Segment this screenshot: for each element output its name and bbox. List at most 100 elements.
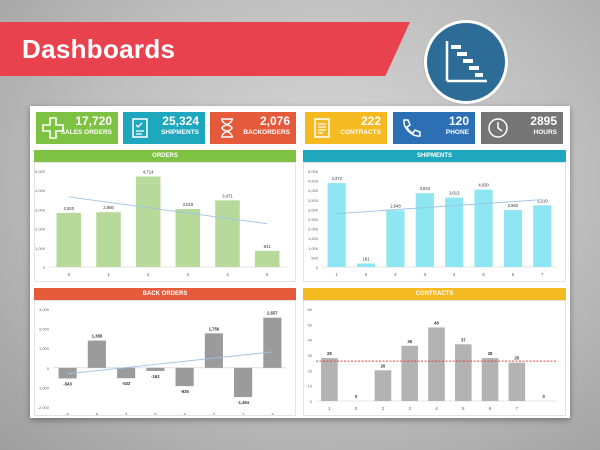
data-label: 4,714 [143,169,154,174]
data-label: 4,372 [331,176,342,181]
y-tick-label: 3,000 [39,307,50,312]
category-label: 3 [125,412,128,415]
bar [503,210,523,267]
bar [234,367,253,398]
category-label: 5 [154,412,157,415]
data-label: -543 [63,381,72,386]
phone-icon [397,115,423,141]
data-label: 2,962 [508,203,519,208]
category-label: 0 [355,406,358,411]
bar [386,210,405,267]
kpi-value: 17,720 [75,114,112,128]
data-label: 2,856 [103,205,114,210]
y-tick-label: 3,000 [35,207,46,212]
category-label: 2 [213,412,216,415]
category-label: 1 [242,412,245,415]
category-label: 3 [424,272,427,277]
data-label: 0 [542,394,545,399]
shipments-chart: 0 500 1,000 1,500 2,000 2,500 3,000 3,500 4,000 4… [308,169,557,277]
bar [56,212,82,267]
category-label: 3 [187,272,190,277]
category-label: 0 [68,272,71,277]
category-label: 2 [382,406,385,411]
kpi-sales-orders: 17,720 SALES ORDERS [36,112,118,144]
category-label: 4 [183,412,186,415]
category-label: 2 [394,272,397,277]
back-orders-chart: -2,000 -1,000 0 1,000 2,000 3,000 -543 0 1,389 6 -… [38,307,287,417]
y-tick-label: 0 [310,399,313,404]
data-label: 36 [407,339,412,344]
kpi-backorders: 2,076 BACKORDERS [210,112,296,144]
y-tick-label: 40 [308,338,313,343]
bar [474,189,493,267]
bar [87,340,106,368]
data-label: 4,030 [478,183,489,188]
kpi-label: SALES ORDERS [60,129,112,136]
y-tick-label: 50 [308,322,313,327]
category-label: 6 [512,272,515,277]
bar [254,250,280,267]
bar [445,197,464,267]
back-orders-panel: -2,000 -1,000 0 1,000 2,000 3,000 -543 0 1,389 6 -… [34,300,296,417]
hourglass-icon [214,115,240,141]
y-tick-label: 4,500 [308,179,319,184]
kpi-shipments: 25,324 SHIPMENTS [123,112,205,144]
document-icon [309,115,335,141]
data-label: 3,613 [449,191,460,196]
kpi-value: 222 [360,114,381,128]
bar [96,212,121,267]
bar [327,183,346,267]
category-label: 3 [409,406,412,411]
data-label: 3,843 [420,186,431,191]
category-label: 5 [482,272,485,277]
category-label: 6 [96,412,99,415]
kpi-phone: 120 PHONE [393,112,475,144]
kpi-hours: 2895 HOURS [481,112,563,144]
data-label: 1,389 [92,334,103,339]
contracts-panel: 0 10 20 30 40 50 60 28 1 0 0 20 2 36 3 48 4 37 5 28 6 25 7 0 [303,300,566,416]
orders-panel: 0 1,000 2,000 3,000 4,000 5,000 2,820 0 2,856 1 4,… [34,162,296,282]
category-label: 5 [266,272,269,277]
gantt-chart-logo-icon [424,20,508,104]
y-tick-label: 3,000 [308,207,319,212]
bar [454,344,472,401]
bar [215,200,240,267]
data-label: 20 [381,363,386,368]
category-label: 3 [271,412,274,415]
y-tick-label: 0 [316,265,319,270]
orders-panel-header: ORDERS [34,150,296,162]
kpi-label: SHIPMENTS [161,129,199,136]
title-banner [0,22,410,76]
category-label: 0 [66,412,69,415]
bar [428,327,445,401]
bar [175,209,201,267]
bar [117,367,136,379]
y-tick-label: 1,000 [308,246,319,251]
data-label: 3,471 [222,193,233,198]
bar [263,317,282,368]
y-tick-label: 10 [308,384,313,389]
bar [481,358,499,401]
y-tick-label: 1,000 [35,246,46,251]
bar [374,370,392,401]
trendline [67,351,273,375]
data-label: 2,820 [64,206,75,211]
data-label: 25 [514,356,519,361]
plus-icon [40,115,66,141]
trendline [68,196,268,225]
category-label: 4 [435,406,438,411]
data-label: 1,756 [209,326,220,331]
slide-title: Dashboards [22,34,176,64]
data-label: -162 [151,374,160,379]
data-label: 3,018 [183,202,194,207]
bar [356,263,376,267]
bar [135,176,161,267]
kpi-value: 25,324 [162,114,199,128]
data-label: -1,494 [237,400,250,405]
y-tick-label: 0 [43,265,46,270]
clock-icon [485,115,511,141]
category-label: 1 [107,272,110,277]
kpi-contracts: 222 CONTRACTS [305,112,387,144]
data-label: 28 [327,351,332,356]
y-tick-label: 2,000 [35,227,46,232]
